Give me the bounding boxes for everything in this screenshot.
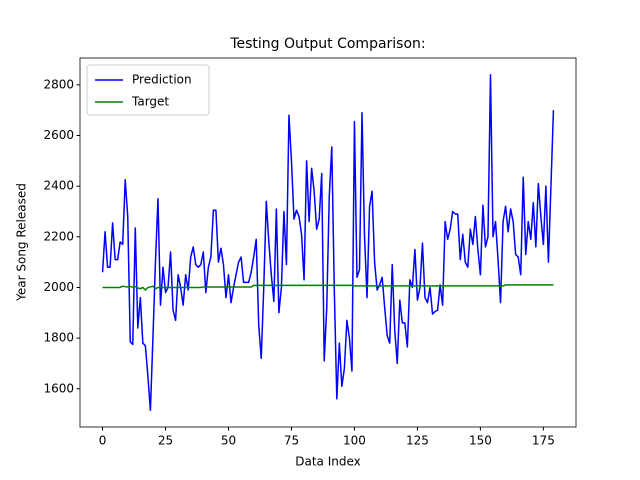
y-tick-label: 2200: [43, 229, 74, 243]
y-axis-label: Year Song Released: [15, 183, 29, 302]
line-series: [101, 73, 555, 412]
x-tick-label: 125: [406, 434, 429, 448]
chart-title: Testing Output Comparison:: [229, 36, 425, 52]
axes-frame: [79, 57, 577, 428]
x-tick-label: 25: [158, 434, 173, 448]
y-tick-label: 2600: [43, 128, 74, 142]
y-tick-label: 2400: [43, 179, 74, 193]
legend-label: Target: [131, 95, 169, 109]
y-tick-label: 2000: [43, 280, 74, 294]
x-tick-label: 75: [284, 434, 299, 448]
x-tick-label: 0: [99, 434, 107, 448]
x-tick-label: 100: [343, 434, 366, 448]
x-tick-label: 50: [221, 434, 236, 448]
x-axis-label: Data Index: [295, 455, 361, 469]
line-series: [102, 284, 554, 291]
x-tick-label: 175: [532, 434, 555, 448]
y-tick-label: 2800: [43, 77, 74, 91]
y-tick-label: 1600: [43, 381, 74, 395]
x-tick-label: 150: [469, 434, 492, 448]
y-tick-label: 1800: [43, 331, 74, 345]
legend-label: Prediction: [132, 73, 192, 87]
